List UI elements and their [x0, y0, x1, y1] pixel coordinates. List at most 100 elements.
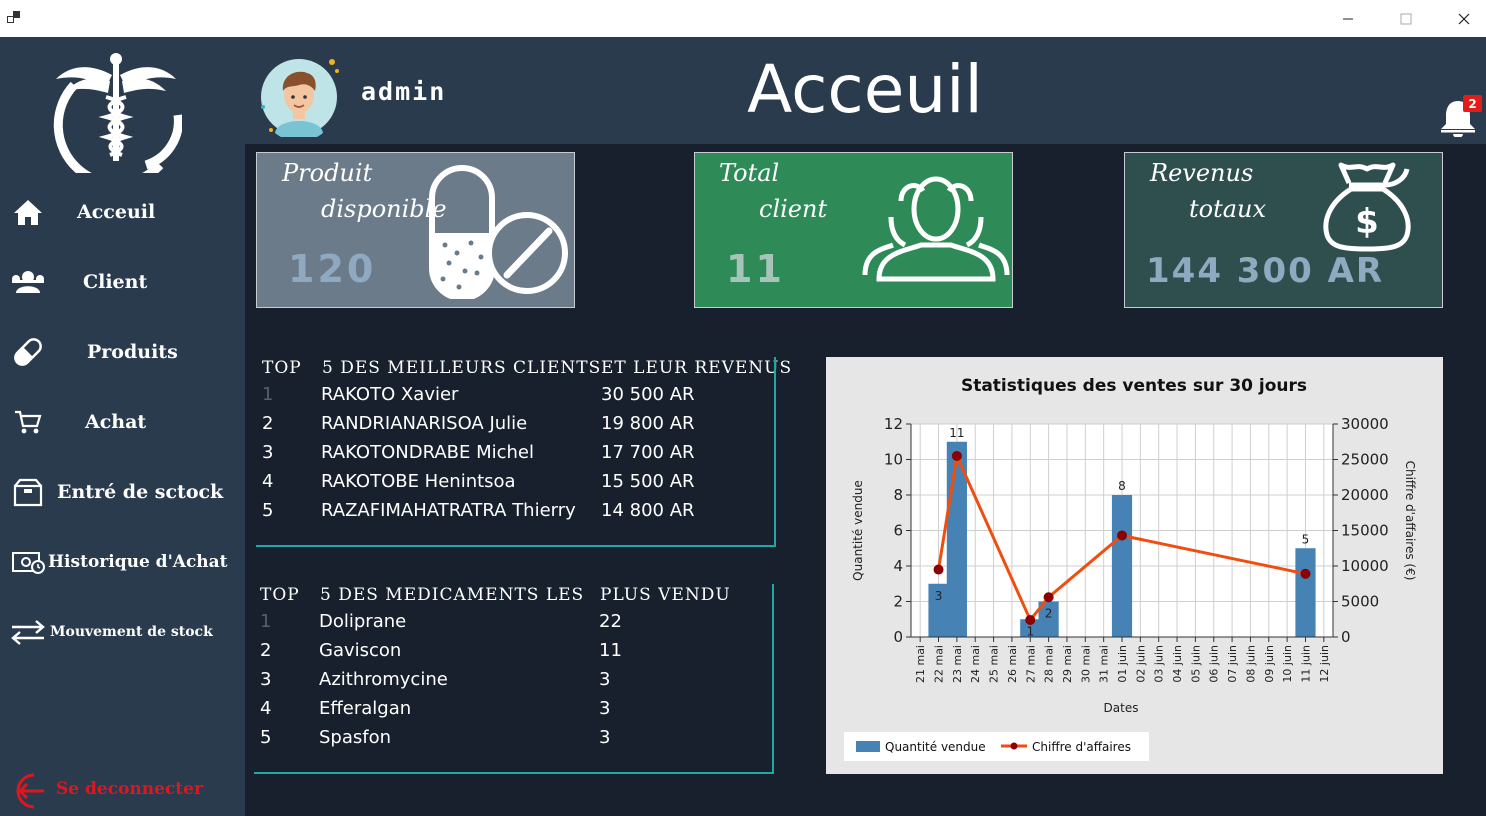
sidebar-item-client[interactable]: Client [0, 257, 245, 307]
card-revenus-totaux[interactable]: Revenus totaux 144 300 AR $ [1124, 152, 1443, 308]
minimize-button[interactable] [1325, 0, 1371, 37]
legend-label: Quantité vendue [885, 740, 986, 754]
card-subtitle: client [759, 195, 828, 223]
y-tick-label: 0 [893, 628, 903, 646]
cart-icon [10, 407, 46, 437]
row-value: 14 800 AR [601, 500, 695, 521]
users-icon [10, 267, 46, 297]
avatar[interactable] [259, 57, 339, 137]
table-row: 5 RAZAFIMAHATRATRA Thierry 14 800 AR [256, 500, 756, 529]
maximize-icon [1400, 13, 1412, 24]
row-name: Spasfon [319, 727, 392, 748]
sidebar-item-label: Client [83, 271, 148, 293]
row-rank: 2 [260, 640, 272, 661]
y-tick-label: 4 [893, 557, 903, 575]
table-row: 2 RANDRIANARISOA Julie 19 800 AR [256, 413, 756, 442]
sidebar-item-acceuil[interactable]: Acceuil [0, 187, 245, 237]
x-tick-label: 22 mai [933, 645, 946, 683]
close-window-button[interactable] [1441, 0, 1486, 37]
username-label: admin [361, 77, 447, 106]
y2-tick-label: 15000 [1341, 522, 1389, 540]
maximize-button[interactable] [1383, 0, 1429, 37]
history-icon [10, 547, 46, 577]
x-tick-label: 08 juin [1244, 645, 1257, 683]
legend-box [844, 732, 1149, 761]
users-group-icon [862, 176, 1010, 282]
legend-label: Chiffre d'affaires [1032, 740, 1131, 754]
chart-bar [1295, 548, 1316, 637]
table-border-bottom [254, 772, 774, 774]
chart-line-point [933, 564, 944, 575]
chart-bar [1020, 619, 1041, 637]
card-value: 11 [726, 247, 785, 291]
sidebar-item-label: Entré de sctock [57, 481, 224, 503]
y2-tick-label: 20000 [1341, 486, 1389, 504]
x-tick-label: 27 mai [1024, 645, 1037, 683]
x-tick-label: 31 mai [1098, 645, 1111, 683]
y2-tick-label: 0 [1341, 628, 1351, 646]
logout-label: Se deconnecter [56, 779, 203, 799]
sidebar-item-mouvement-de-stock[interactable]: Mouvement de stock [0, 607, 245, 657]
chart-line-point [1025, 614, 1036, 625]
row-value: 30 500 AR [601, 384, 695, 405]
logout-button[interactable]: Se deconnecter [0, 767, 245, 813]
table-row: 3 Azithromycine 3 [254, 669, 754, 698]
card-total-client[interactable]: Total client 11 [694, 152, 1013, 308]
caduceus-logo-icon [53, 53, 182, 173]
card-value: 120 [288, 247, 377, 291]
notification-badge: 2 [1463, 95, 1482, 112]
transfer-arrows-icon [10, 617, 46, 647]
row-name: RAZAFIMAHATRATRA Thierry [321, 500, 576, 521]
table-header-value: ET LEUR REVENUS [601, 358, 793, 378]
table-border-right [772, 584, 774, 774]
row-value: 3 [599, 698, 611, 719]
sidebar-item-produits[interactable]: Produits [0, 327, 245, 377]
row-value: 22 [599, 611, 622, 632]
sidebar-item-label: Produits [87, 341, 178, 363]
x-axis-label: Dates [1104, 701, 1139, 715]
x-tick-label: 10 juin [1281, 645, 1294, 683]
sidebar: Acceuil Client Produits Achat Entré de s… [0, 37, 245, 816]
x-tick-label: 04 juin [1171, 645, 1184, 683]
sidebar-item-historique-achat[interactable]: Historique d'Achat [0, 537, 245, 587]
sidebar-item-achat[interactable]: Achat [0, 397, 245, 447]
row-value: 3 [599, 727, 611, 748]
legend-swatch-marker [1010, 742, 1018, 750]
x-tick-label: 11 juin [1299, 645, 1312, 683]
y-tick-label: 2 [893, 593, 903, 611]
x-tick-label: 05 juin [1189, 645, 1202, 683]
row-rank: 4 [262, 471, 274, 492]
x-tick-label: 09 juin [1263, 645, 1276, 683]
x-tick-label: 26 mai [1006, 645, 1019, 683]
card-produit-disponible[interactable]: Produit disponible 120 [256, 152, 575, 308]
table-header-title: 5 DES MEILLEURS CLIENTS [322, 358, 602, 378]
stock-box-icon [10, 477, 46, 507]
x-tick-label: 29 mai [1061, 645, 1074, 683]
pill-icon [10, 337, 46, 367]
chart-bar [1038, 601, 1059, 637]
row-value: 19 800 AR [601, 413, 695, 434]
x-tick-label: 25 mai [988, 645, 1001, 683]
svg-text:$: $ [1355, 202, 1379, 242]
chart-line-series [937, 450, 1306, 623]
table-header-value: PLUS VENDU [600, 585, 731, 605]
x-tick-label: 21 mai [914, 645, 927, 683]
card-subtitle: totaux [1189, 195, 1267, 223]
bar-data-label: 5 [1302, 532, 1310, 546]
home-icon [10, 197, 46, 227]
chart-line-point [1300, 568, 1311, 579]
row-name: RAKOTOBE Henintsoa [321, 471, 516, 492]
minimize-icon [1343, 18, 1353, 19]
y-tick-label: 12 [884, 415, 903, 433]
table-border-right [774, 357, 776, 547]
x-tick-label: 07 juin [1226, 645, 1239, 683]
x-tick-label: 30 mai [1079, 645, 1092, 683]
row-name: Doliprane [319, 611, 407, 632]
table-header-top: TOP [262, 358, 302, 378]
sidebar-item-entre-de-stock[interactable]: Entré de sctock [0, 467, 245, 517]
chart-line-point [951, 450, 962, 461]
bar-data-label: 3 [935, 589, 943, 603]
table-header-top: TOP [260, 585, 300, 605]
row-value: 3 [599, 669, 611, 690]
table-row: 5 Spasfon 3 [254, 727, 754, 756]
